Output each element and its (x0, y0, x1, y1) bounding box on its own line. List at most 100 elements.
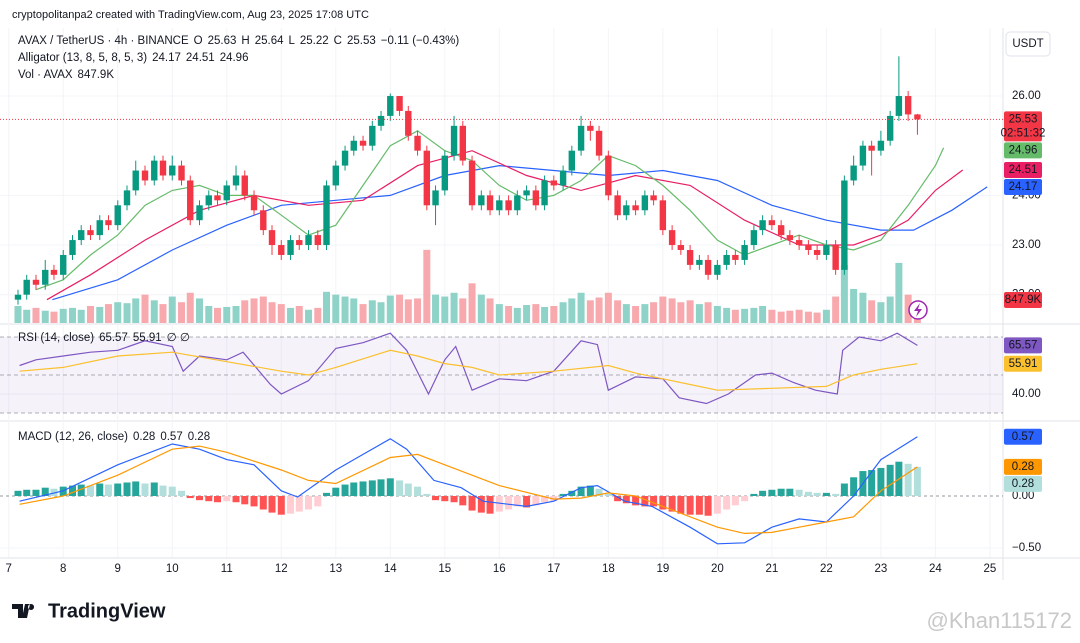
macd-histogram-bar (568, 490, 576, 496)
macd-histogram-bar (359, 481, 367, 496)
macd-histogram-bar (50, 488, 58, 496)
candle-body (42, 269, 49, 285)
candle-body (668, 230, 676, 246)
candle-body (105, 220, 112, 226)
macd-histogram-bar (77, 484, 85, 496)
legend-text: 0.57 (160, 431, 182, 443)
x-tick-label: 21 (765, 563, 778, 575)
macd-histogram-bar (850, 477, 858, 496)
candle-body (332, 165, 339, 186)
candle-body (486, 195, 494, 211)
macd-histogram-bar (295, 495, 303, 512)
volume-bar (822, 309, 830, 323)
volume-bar (477, 294, 485, 323)
macd-histogram-bar (559, 493, 567, 496)
legend-text: 847.9K (78, 69, 115, 81)
volume-bar (777, 311, 785, 323)
macd-histogram-bar (150, 482, 158, 496)
x-tick-label: 15 (438, 563, 451, 575)
volume-bar (178, 302, 186, 323)
candle-body (623, 205, 630, 216)
x-tick-label: 13 (329, 563, 342, 575)
volume-bar (287, 307, 295, 323)
macd-histogram-bar (14, 490, 22, 496)
macd-histogram-bar (404, 483, 412, 496)
alert-icon (908, 300, 928, 320)
volume-bar (523, 305, 531, 323)
volume-bar (505, 305, 513, 323)
candle-body (832, 245, 839, 270)
candle-body (432, 190, 439, 206)
macd-histogram-bar (668, 495, 676, 512)
candle-body (741, 245, 748, 260)
volume-bar (341, 296, 349, 323)
candle-body (178, 165, 185, 181)
candle-body (577, 125, 585, 151)
candle-body (69, 240, 76, 255)
volume-bar (268, 302, 276, 323)
brand: TradingView (48, 600, 166, 622)
macd-histogram-bar (614, 495, 622, 502)
candle-body (732, 254, 739, 260)
volume-bar (423, 249, 431, 323)
macd-histogram-bar (450, 495, 458, 503)
legend-text: 65.57 (99, 332, 128, 344)
macd-histogram-bar (332, 487, 340, 496)
volume-bar (114, 302, 122, 323)
candle-body (87, 230, 94, 236)
x-tick-label: 17 (547, 563, 560, 575)
candle-body (250, 195, 258, 211)
volume-bar (632, 305, 640, 323)
macd-histogram-bar (832, 493, 840, 496)
candle-body (496, 200, 503, 211)
volume-bar (141, 294, 149, 323)
candle-body (823, 245, 830, 255)
currency-box[interactable] (1005, 31, 1051, 57)
macd-histogram-bar (423, 493, 431, 496)
currency[interactable]: USDT (1012, 38, 1043, 50)
volume-bar (641, 304, 649, 323)
x-tick-label: 22 (820, 563, 833, 575)
legend-text: 25.64 (255, 35, 284, 47)
countdown: 02:51:32 (1001, 127, 1046, 139)
macd-histogram-bar (750, 493, 758, 496)
indicator-line (19, 445, 918, 535)
macd-histogram-bar (804, 491, 812, 496)
candle-body (305, 235, 312, 246)
candle-body (423, 150, 431, 206)
legend-text: −0.11 (−0.43%) (381, 35, 460, 47)
macd-histogram-bar (213, 495, 221, 503)
volume-bar (159, 304, 167, 323)
volume-bar (432, 294, 440, 323)
candle-body (478, 195, 485, 206)
candle-body (886, 115, 894, 141)
candle-body (568, 150, 576, 171)
macd-histogram-bar (114, 483, 122, 496)
volume-bar (123, 303, 131, 323)
macd-histogram-bar (731, 495, 739, 506)
legend-text: 0.28 (188, 431, 210, 443)
volume-bar (840, 264, 848, 323)
macd-histogram-bar (677, 495, 685, 514)
volume-bar (396, 294, 404, 323)
legend-text: 25.53 (347, 35, 376, 47)
candle-body (405, 110, 412, 136)
candle-body (768, 220, 776, 226)
macd-histogram-bar (205, 495, 213, 502)
candle-body (895, 96, 903, 116)
candle-body (632, 205, 639, 211)
macd-histogram-bar (595, 488, 603, 496)
volume-bar (441, 296, 449, 323)
macd-histogram-bar (132, 481, 140, 496)
candle-body (196, 205, 203, 221)
candle-body (505, 200, 512, 211)
candle-body (605, 155, 612, 196)
indicator-line (19, 436, 918, 545)
candle-body (241, 175, 248, 196)
volume-bar (132, 298, 140, 323)
candle-body (287, 240, 294, 255)
macd-histogram-bar (377, 479, 385, 496)
watermark: @Khan115172 (927, 608, 1073, 633)
x-tick-label: 19 (656, 563, 669, 575)
volume-bar (277, 304, 285, 323)
